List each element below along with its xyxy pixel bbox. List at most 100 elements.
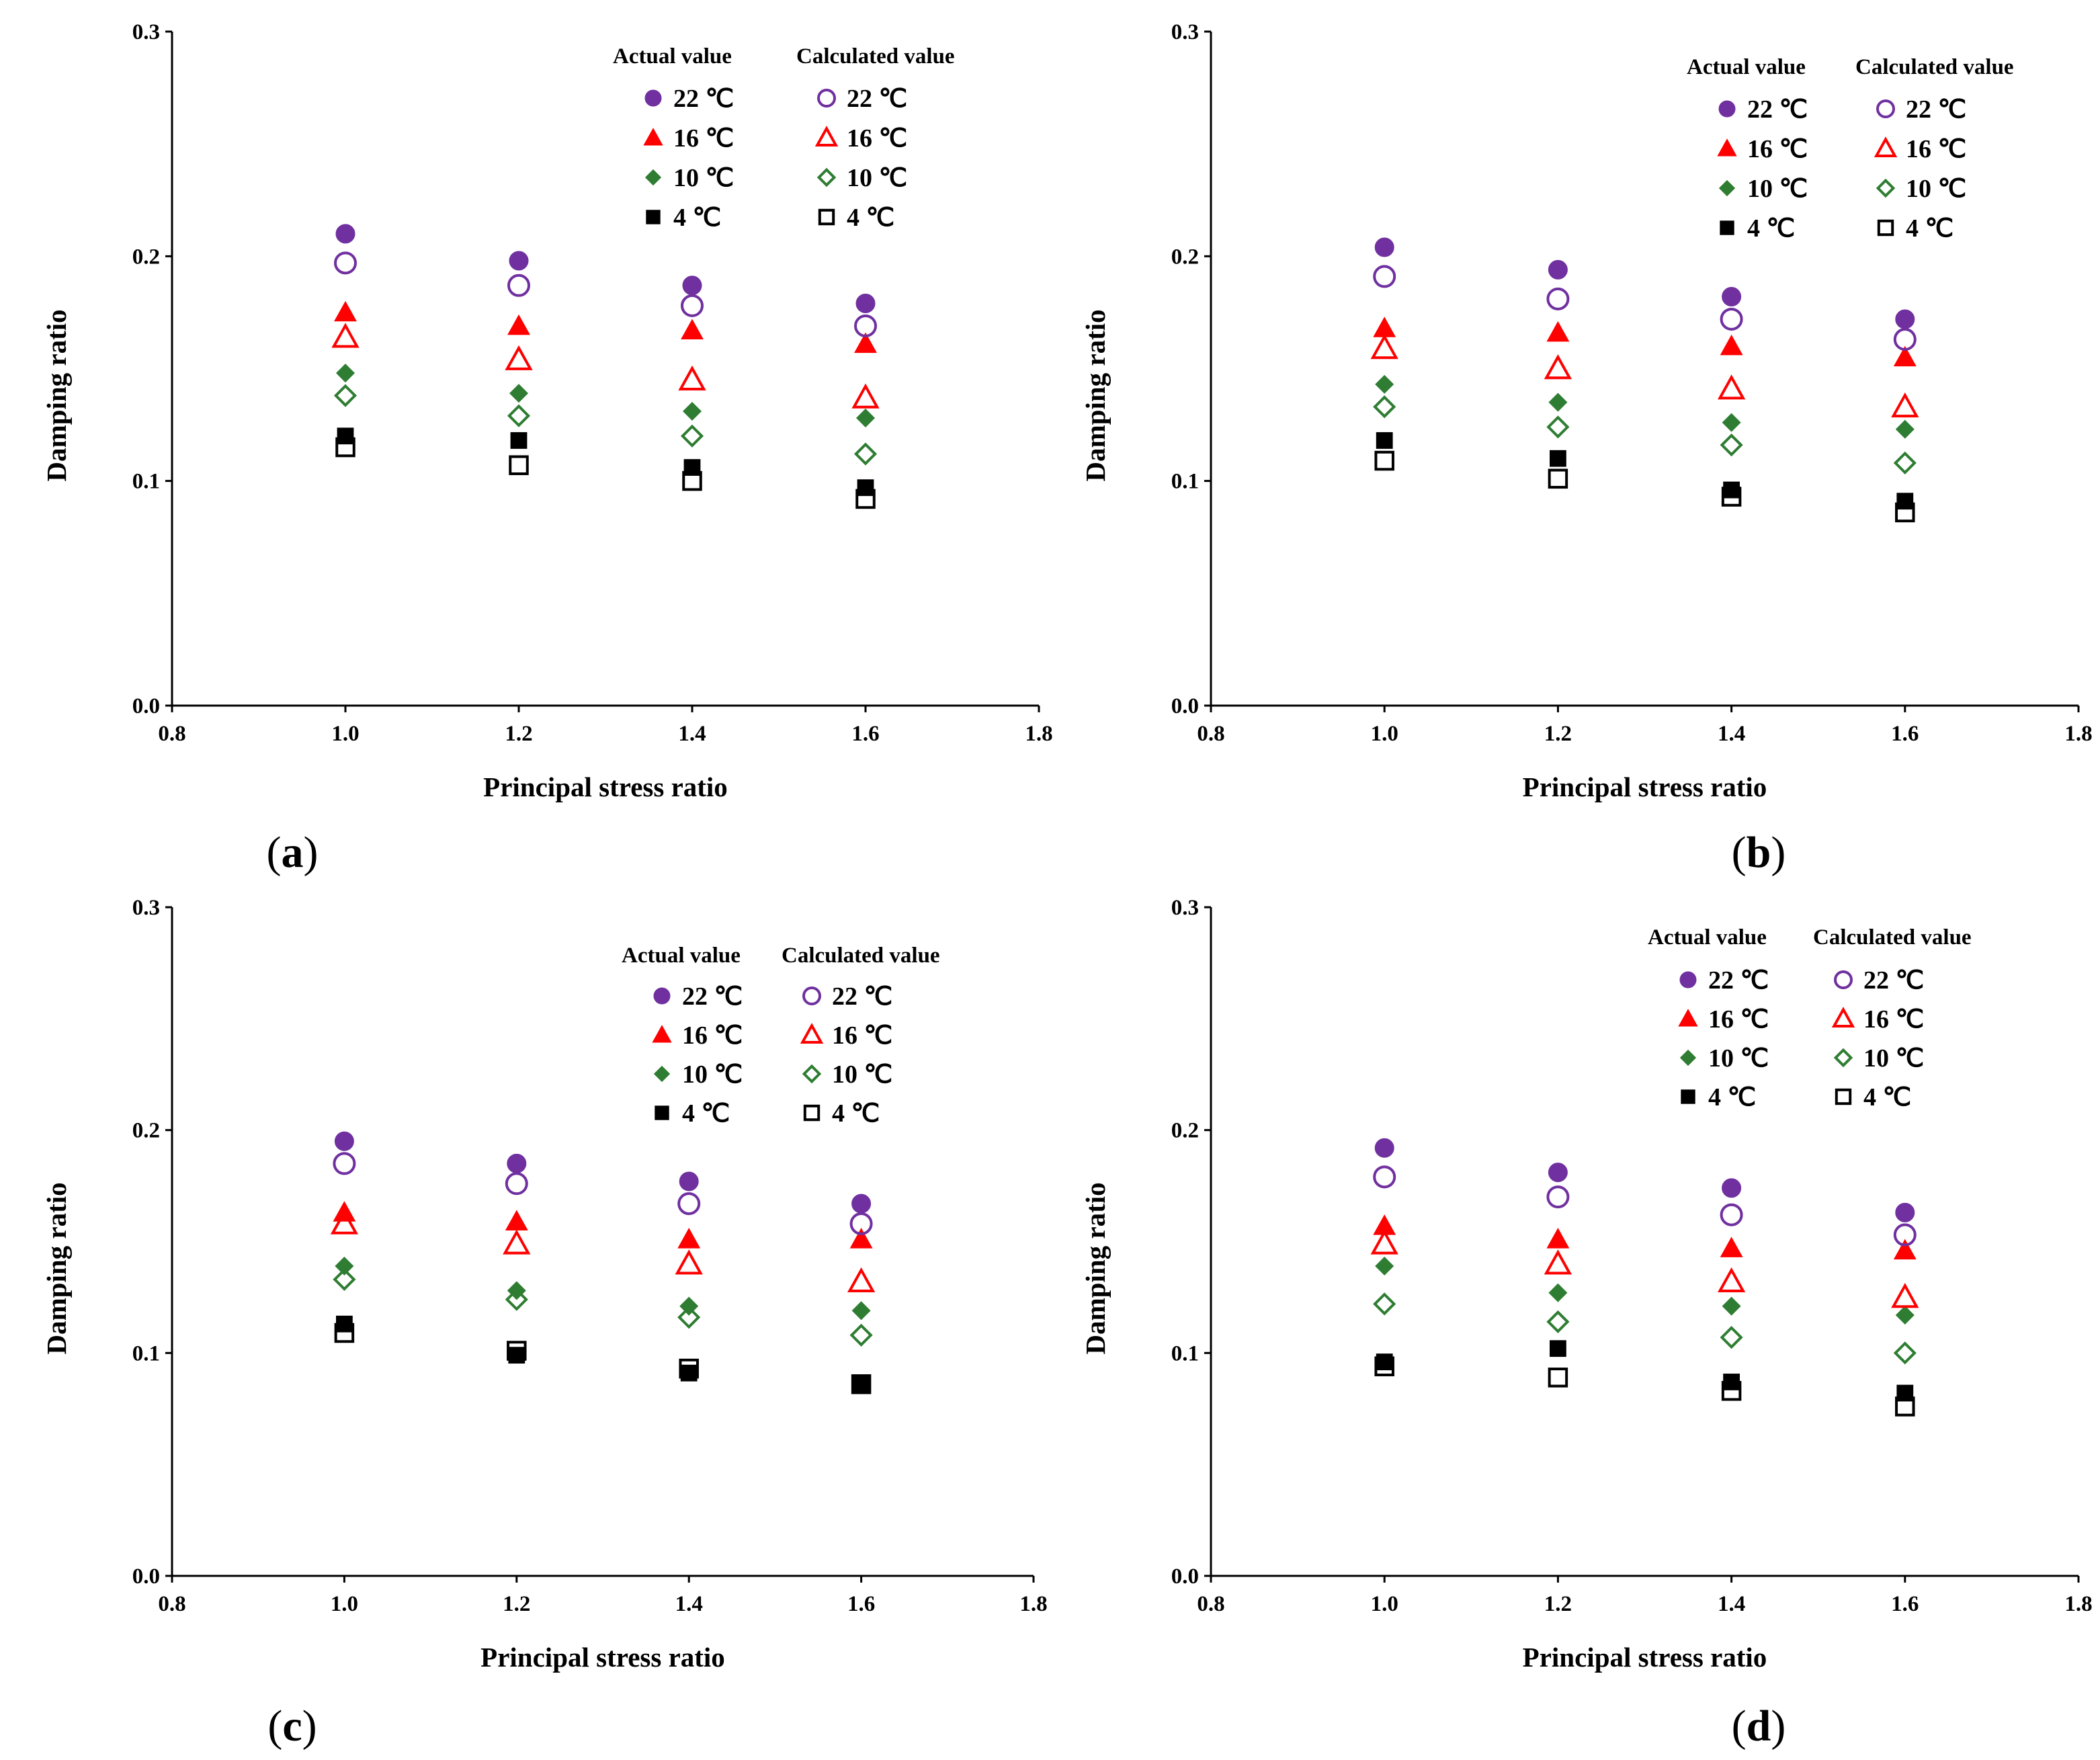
data-point-calculated-4c	[507, 1341, 527, 1361]
legend-label-calculated-22c: 22 ℃	[1863, 966, 1924, 995]
series-actual-16	[1373, 317, 1917, 367]
data-point-actual-22c	[1722, 1178, 1742, 1198]
data-point-calculated-22c	[854, 314, 877, 337]
legend-marker-calculated-4c	[803, 1104, 821, 1122]
legend-label-calculated-16c: 16 ℃	[1863, 1005, 1924, 1034]
data-point-calculated-22c	[1720, 307, 1743, 331]
y-tick-label: 0.3	[132, 20, 160, 44]
data-point-calculated-16c	[1544, 1249, 1572, 1275]
legend-marker-actual-16c	[643, 128, 663, 146]
data-point-calculated-10c	[680, 424, 704, 448]
series-actual-22	[1374, 1138, 1915, 1222]
x-tick-label: 0.8	[158, 1592, 185, 1616]
legend-label-actual-22c: 22 ℃	[682, 982, 743, 1011]
data-point-actual-4c	[1896, 493, 1914, 510]
data-point-calculated-4c	[1895, 1396, 1915, 1417]
x-tick-label: 1.0	[1371, 1592, 1398, 1616]
y-tick-label: 0.2	[1171, 1119, 1199, 1143]
data-point-calculated-4c	[679, 1358, 699, 1379]
data-point-actual-16c	[505, 1210, 528, 1231]
data-point-actual-22c	[1895, 309, 1915, 329]
legend-marker-actual-16c	[1717, 138, 1737, 157]
data-point-calculated-16c	[1370, 334, 1398, 360]
legend-header-calculated: Calculated value	[1813, 925, 1972, 950]
legend-marker-actual-10c	[1679, 1049, 1697, 1066]
data-point-actual-10c	[1375, 1256, 1394, 1275]
legend: Actual value Calculated value 22 ℃ 22 ℃ 16 ℃…	[1687, 55, 2014, 243]
data-point-actual-22c	[682, 276, 702, 296]
panel-label: (c)	[267, 1702, 317, 1751]
data-point-actual-16c	[1893, 345, 1917, 367]
x-tick-label: 1.4	[675, 1592, 703, 1616]
legend-marker-calculated-22c	[1834, 970, 1853, 989]
legend: Actual value Calculated value 22 ℃ 22 ℃ 16 ℃…	[613, 44, 955, 232]
legend-label-actual-22c: 22 ℃	[1708, 966, 1769, 995]
series-calculated-10	[333, 384, 878, 466]
legend-label-calculated-4c: 4 ℃	[847, 204, 894, 232]
legend-label-actual-10c: 10 ℃	[1708, 1044, 1769, 1073]
panel-label-letter: b	[1747, 828, 1771, 877]
series-calculated-16	[330, 1209, 876, 1292]
series-actual-4	[337, 427, 874, 497]
data-point-actual-16c	[1720, 1237, 1743, 1257]
legend-marker-calculated-16c	[814, 126, 839, 147]
legend-label-calculated-16c: 16 ℃	[832, 1021, 892, 1050]
series-calculated-4	[334, 1323, 872, 1394]
y-tick-label: 0.0	[132, 1564, 160, 1589]
y-axis-title: Damping ratio	[1080, 309, 1111, 481]
data-point-actual-16c	[1546, 321, 1570, 342]
data-point-calculated-4c	[851, 1374, 872, 1394]
series-calculated-4	[1374, 1356, 1915, 1417]
panel-label: (b)	[1732, 828, 1786, 877]
series-calculated-10	[1373, 395, 1917, 474]
data-point-calculated-16c	[1891, 1283, 1919, 1308]
legend-marker-actual-16c	[652, 1025, 672, 1043]
legend-label-actual-22c: 22 ℃	[1747, 95, 1808, 124]
data-point-calculated-22c	[505, 1172, 528, 1196]
x-tick-label: 1.8	[1025, 722, 1052, 746]
data-point-calculated-16c	[503, 1229, 531, 1255]
legend-label-calculated-16c: 16 ℃	[847, 124, 907, 153]
series-actual-4	[1376, 1340, 1914, 1402]
legend-marker-actual-22c	[1679, 971, 1697, 989]
legend-marker-actual-4c	[1720, 220, 1734, 235]
data-point-actual-22c	[1722, 287, 1742, 307]
series-calculated-16	[1370, 334, 1919, 418]
data-point-calculated-4c	[1721, 487, 1742, 507]
data-point-actual-10c	[682, 402, 702, 421]
data-point-calculated-16c	[1544, 354, 1572, 380]
data-point-actual-16c	[1893, 1239, 1917, 1260]
series-actual-16	[334, 300, 877, 353]
data-point-calculated-22c	[1373, 265, 1396, 288]
data-point-calculated-16c	[851, 383, 880, 409]
series-actual-10	[1375, 374, 1915, 439]
data-point-calculated-10c	[853, 442, 878, 466]
series-calculated-10	[333, 1267, 873, 1347]
legend-marker-calculated-16c	[800, 1023, 824, 1044]
data-point-actual-16c	[1546, 1228, 1570, 1249]
x-tick-label: 1.8	[2064, 1592, 2092, 1616]
y-tick-label: 0.1	[1171, 1341, 1199, 1366]
series-actual-4	[336, 1315, 870, 1393]
chart-panel-d: 0.8 1.0 1.2 1.4 1.6 1.8 0.0 0.1 0.2 0.3 Principal …	[1080, 896, 2093, 1751]
data-point-actual-10c	[1375, 374, 1394, 394]
data-point-actual-10c	[1548, 1283, 1568, 1302]
series-actual-16	[333, 1201, 873, 1249]
x-axis-title: Principal stress ratio	[1523, 1642, 1767, 1673]
legend-label-actual-10c: 10 ℃	[673, 164, 734, 192]
data-point-calculated-22c	[333, 1152, 356, 1175]
data-point-calculated-4c	[335, 437, 355, 458]
data-point-actual-4c	[1376, 1353, 1393, 1370]
data-point-actual-10c	[1548, 392, 1568, 412]
data-point-calculated-10c	[1546, 1310, 1570, 1333]
data-point-actual-22c	[334, 1131, 354, 1151]
series-actual-4	[1376, 432, 1914, 510]
series-calculated-22	[1373, 265, 1917, 351]
data-point-calculated-4c	[1374, 450, 1394, 471]
series-actual-10	[335, 364, 876, 428]
data-point-calculated-10c	[677, 1306, 701, 1329]
data-point-actual-22c	[507, 1153, 527, 1173]
data-point-calculated-10c	[507, 404, 531, 427]
y-tick-label: 0.3	[1171, 20, 1199, 44]
legend-label-actual-10c: 10 ℃	[1747, 175, 1808, 203]
